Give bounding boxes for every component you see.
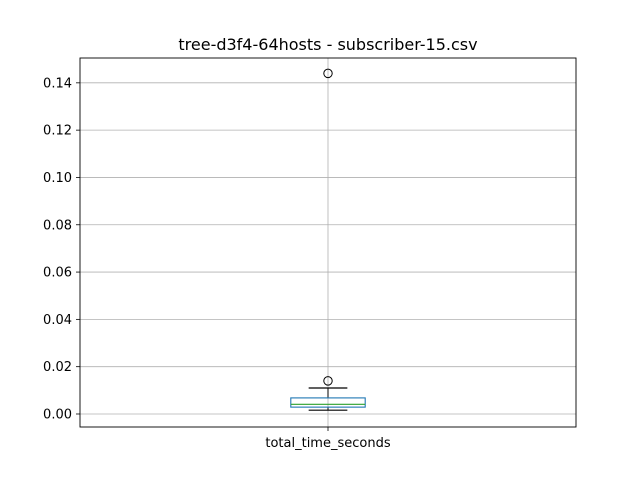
plot-frame (79, 57, 577, 428)
y-tick-label: 0.08 (43, 218, 72, 233)
y-tick-label: 0.12 (43, 124, 72, 139)
outlier-point (323, 68, 333, 79)
y-tick-label: 0.02 (43, 360, 72, 375)
outlier-point (323, 376, 333, 386)
box-group (290, 68, 366, 411)
y-tick-label: 0.10 (43, 171, 72, 186)
x-tick-label: total_time_seconds (265, 436, 390, 451)
y-tick-label: 0.00 (43, 407, 72, 422)
plot-area (290, 68, 366, 411)
grid-lines (80, 58, 576, 427)
y-tick-label: 0.14 (43, 76, 72, 91)
chart-title: tree-d3f4-64hosts - subscriber-15.csv (178, 35, 477, 54)
y-tick-label: 0.04 (43, 313, 72, 328)
iqr-box (290, 397, 366, 408)
axes: 0.00 0.02 0.04 0.06 0.08 0.10 0.12 0.14 total_ti… (43, 57, 577, 451)
y-tick-label: 0.06 (43, 266, 72, 281)
